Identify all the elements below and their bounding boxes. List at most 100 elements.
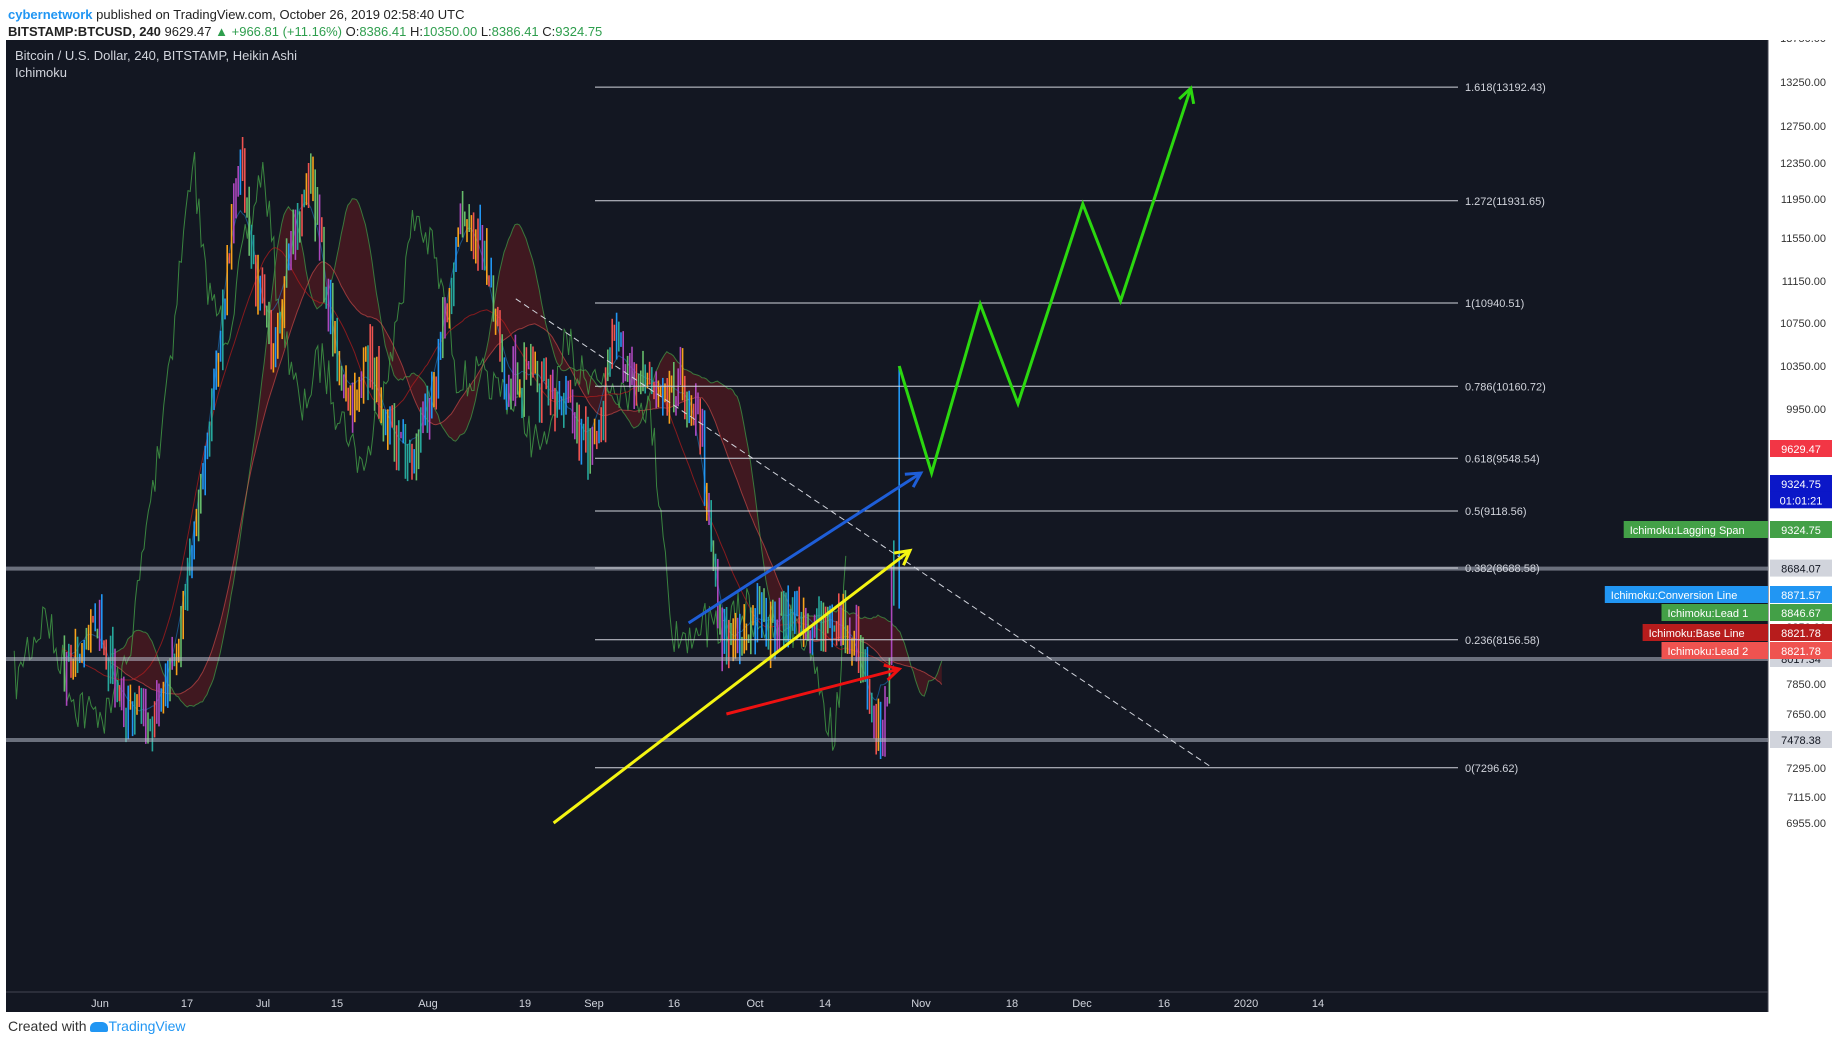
price-label-box	[1770, 491, 1832, 509]
yellow-trend-arrow	[552, 549, 911, 825]
time-axis-ticks: Jun 17 Jul 15 Aug 19 Sep 16 Oct 14 Nov 18 Dec 16 2020 1…	[91, 998, 1324, 1010]
price-label-text: 01:01:21	[1780, 495, 1823, 507]
price-label-box	[1770, 440, 1832, 457]
price-label-text: 8684.07	[1781, 564, 1821, 576]
published-text: published on TradingView.com, October 26…	[96, 7, 465, 22]
fib-level-label: 0.382(8688.58)	[1465, 563, 1540, 575]
y-tick-label: 11550.00	[1781, 233, 1826, 245]
indicator-value-box	[1770, 521, 1832, 538]
chart-title: Bitcoin / U.S. Dollar, 240, BITSTAMP, He…	[15, 48, 297, 63]
price-label-text: 9324.75	[1781, 479, 1821, 491]
green-projection-arrow	[897, 87, 1193, 479]
y-tick-label: 13250.00	[1780, 77, 1826, 89]
indicator-value-text: 8846.67	[1781, 608, 1821, 620]
author-link[interactable]: cybernetwork	[8, 7, 93, 22]
x-tick-label: 19	[519, 998, 531, 1010]
x-tick-label: Dec	[1072, 998, 1092, 1010]
y-tick-label: 12750.00	[1780, 121, 1826, 133]
created-with-text: Created with	[8, 1018, 87, 1034]
blue-trend-arrow-head	[904, 471, 924, 488]
x-tick-label: 18	[1006, 998, 1018, 1010]
fib-level-label: 1.272(11931.65)	[1465, 196, 1545, 208]
fib-level-label: 0(7296.62)	[1465, 763, 1518, 775]
horizontal-level-line	[6, 738, 1768, 742]
indicator-name-box	[1661, 604, 1768, 621]
indicator-value-box	[1770, 586, 1832, 603]
x-tick-label: 14	[1312, 998, 1324, 1010]
high-value: 10350.00	[422, 24, 478, 39]
price-label-box	[1770, 731, 1832, 748]
ichimoku-lagging-span	[13, 152, 847, 751]
x-tick-label: 16	[668, 998, 680, 1010]
fib-level-label: 0.5(9118.56)	[1465, 506, 1527, 518]
close-label: C:	[542, 24, 556, 39]
y-tick-label: 7115.00	[1787, 792, 1826, 804]
x-tick-label: 14	[819, 998, 831, 1010]
y-tick-label: 12350.00	[1780, 158, 1826, 170]
fib-level-label: 0.618(9548.54)	[1465, 453, 1540, 465]
price-label-text: 9629.47	[1781, 444, 1821, 456]
indicator-name-text: Ichimoku:Lead 1	[1668, 608, 1749, 620]
y-tick-label: 11950.00	[1781, 194, 1826, 206]
price-axis-ticks: 13750.00 13250.00 12750.00 12350.00 11950.00…	[1780, 40, 1826, 830]
x-tick-label: 17	[181, 998, 193, 1010]
high-label: H:	[409, 24, 423, 39]
x-tick-label: Oct	[746, 998, 763, 1010]
tradingview-link[interactable]: TradingView	[108, 1018, 186, 1034]
indicator-name-box	[1661, 642, 1768, 659]
open-value: 8386.41	[359, 24, 407, 39]
yellow-trend-arrow-head	[893, 548, 913, 566]
indicator-name-text: Ichimoku:Base Line	[1649, 628, 1745, 640]
indicator-value-text: 8821.78	[1781, 646, 1821, 658]
ohlc-header: BITSTAMP:BTCUSD, 240 9629.47 ▲ +966.81 (…	[8, 24, 602, 39]
tradingview-logo-icon	[90, 1022, 109, 1033]
indicator-value-box	[1770, 642, 1832, 659]
x-tick-label: Jul	[256, 998, 270, 1010]
y-tick-label: 9950.00	[1786, 404, 1826, 416]
x-tick-label: 16	[1158, 998, 1170, 1010]
time-axis-background	[6, 992, 1768, 1012]
indicator-value-box	[1770, 604, 1832, 621]
x-tick-label: Aug	[418, 998, 438, 1010]
indicator-name-box	[1642, 624, 1768, 641]
y-tick-label: 13750.00	[1780, 40, 1826, 45]
indicator-value-box	[1770, 624, 1832, 641]
green-projection-arrow-head	[1178, 85, 1196, 105]
red-trend-arrow-head	[883, 663, 903, 682]
indicator-name-box	[1604, 586, 1768, 603]
fib-level-label: 0.236(8156.58)	[1465, 635, 1540, 647]
last-price: 9629.47	[164, 24, 212, 39]
red-trend-arrow	[726, 667, 900, 716]
blue-trend-arrow	[687, 471, 922, 625]
indicator-name-text: Ichimoku:Conversion Line	[1611, 590, 1738, 602]
x-tick-label: 15	[331, 998, 343, 1010]
fib-level-label: 1.618(13192.43)	[1465, 82, 1546, 94]
price-change: ▲ +966.81 (+11.16%)	[215, 24, 342, 39]
fib-level-label: 0.786(10160.72)	[1465, 381, 1546, 393]
x-tick-label: Sep	[584, 998, 604, 1010]
plot-background	[6, 40, 1768, 992]
indicator-name-text: Ichimoku:Lead 2	[1668, 646, 1749, 658]
x-tick-label: Nov	[911, 998, 931, 1010]
y-tick-label: 10350.00	[1780, 361, 1826, 373]
indicator-name-box	[1623, 521, 1768, 538]
fibonacci-layer: 1.618(13192.43) 1.272(11931.65) 1(10940.51…	[595, 82, 1546, 775]
price-label-text: 7478.38	[1781, 735, 1821, 747]
price-labels-layer: 9629.479324.7501:01:218684.078017.347478…	[1604, 440, 1832, 748]
indicator-value-text: 8821.78	[1781, 628, 1821, 640]
indicator-name-text: Ichimoku:Lagging Span	[1630, 525, 1745, 537]
drawings-layer	[515, 85, 1213, 825]
y-tick-label: 7295.00	[1786, 763, 1826, 775]
price-chart[interactable]: 1.618(13192.43) 1.272(11931.65) 1(10940.51…	[6, 40, 1836, 1012]
price-label-box	[1770, 475, 1832, 492]
price-label-box	[1770, 559, 1832, 577]
y-tick-label: 6955.00	[1786, 818, 1826, 830]
y-tick-label: 11150.00	[1782, 276, 1826, 288]
indicator-value-text: 8871.57	[1781, 590, 1821, 602]
y-tick-label: 10750.00	[1780, 318, 1826, 330]
y-tick-label: 7850.00	[1786, 679, 1826, 691]
y-tick-label: 7650.00	[1786, 709, 1826, 721]
fib-level-label: 1(10940.51)	[1465, 298, 1524, 310]
low-value: 8386.41	[491, 24, 539, 39]
footer: Created with TradingView	[8, 1018, 186, 1034]
